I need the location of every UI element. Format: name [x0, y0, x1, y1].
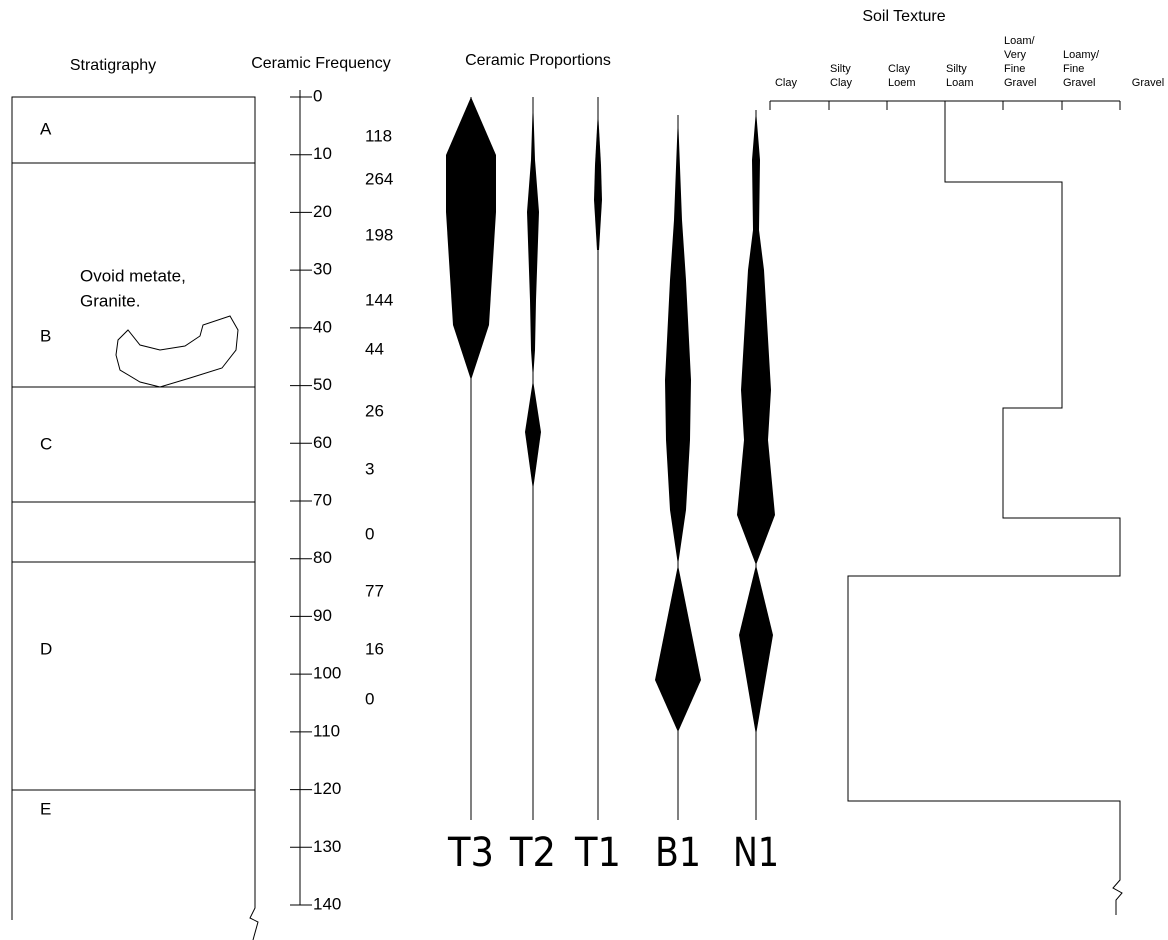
frequency: 118 [365, 126, 392, 145]
stratum-label: C [40, 434, 52, 453]
frequency: 26 [365, 401, 384, 420]
strata-labels: A B C D E [40, 119, 52, 818]
battleships [446, 97, 775, 820]
tick-label: 110 [313, 721, 340, 740]
ship [737, 110, 775, 565]
ship [446, 97, 496, 380]
frequency: 44 [365, 339, 384, 358]
soil-class: Gravel [1004, 77, 1036, 89]
diagram: Stratigraphy Ceramic Frequency Ceramic P… [0, 0, 1168, 940]
soil-class: Very [1004, 49, 1027, 61]
stratum-label: A [40, 119, 52, 138]
header: Soil Texture [862, 8, 945, 25]
soil-class: Fine [1004, 63, 1025, 75]
soil-class: Clay [775, 77, 798, 89]
frequency: 0 [365, 689, 374, 708]
stratum-label: E [40, 799, 51, 818]
frequency: 198 [365, 225, 393, 244]
type-label: B1 [655, 830, 701, 876]
ship [594, 110, 602, 250]
ship [525, 380, 541, 490]
soil-class: Fine [1063, 63, 1084, 75]
soil-class: Clay [888, 63, 911, 75]
tick-label: 10 [313, 144, 332, 163]
tick-label: 140 [313, 894, 341, 913]
frequency: 3 [365, 459, 374, 478]
soil-class: Loam/ [1004, 35, 1036, 47]
tick-label: 20 [313, 202, 332, 221]
header: Ceramic Proportions [465, 52, 611, 69]
tick-label: 130 [313, 837, 341, 856]
tick-label: 50 [313, 375, 332, 394]
frequency: 0 [365, 524, 374, 543]
soil-class: Gravel [1132, 77, 1164, 89]
type-label: T2 [509, 830, 556, 876]
ship [739, 565, 773, 735]
tick-label: 0 [313, 86, 322, 105]
soil-class: Silty [946, 63, 967, 75]
soil-class: Loamy/ [1063, 49, 1100, 61]
tick-label: 70 [313, 490, 332, 509]
tick-label: 120 [313, 779, 341, 798]
ship [655, 565, 701, 732]
ship [665, 115, 691, 565]
ship [527, 97, 539, 380]
frequency: 144 [365, 290, 393, 309]
note: Granite. [80, 291, 140, 310]
metate-outline [116, 316, 238, 387]
stratum-label: B [40, 326, 51, 345]
note: Ovoid metate, [80, 266, 186, 285]
type-label: N1 [733, 830, 779, 876]
tick-label: 30 [313, 260, 332, 279]
soil-class: Clay [830, 77, 853, 89]
tick-label: 60 [313, 433, 332, 452]
tick-label: 80 [313, 548, 332, 567]
tick-label: 100 [313, 664, 341, 683]
stratum-label: D [40, 639, 52, 658]
type-label: T1 [574, 830, 621, 876]
soil-class: Silty [830, 63, 851, 75]
soil-profile [848, 101, 1122, 915]
frequency: 264 [365, 169, 393, 188]
header: Stratigraphy [70, 57, 156, 74]
tick-label: 90 [313, 606, 332, 625]
soil-class: Gravel [1063, 77, 1095, 89]
type-label: T3 [447, 830, 494, 876]
header: Ceramic Frequency [251, 55, 391, 72]
frequency: 16 [365, 639, 384, 658]
soil-class: Loem [888, 77, 916, 89]
frequency: 77 [365, 581, 384, 600]
soil-class: Loam [946, 77, 974, 89]
tick-label: 40 [313, 317, 332, 336]
